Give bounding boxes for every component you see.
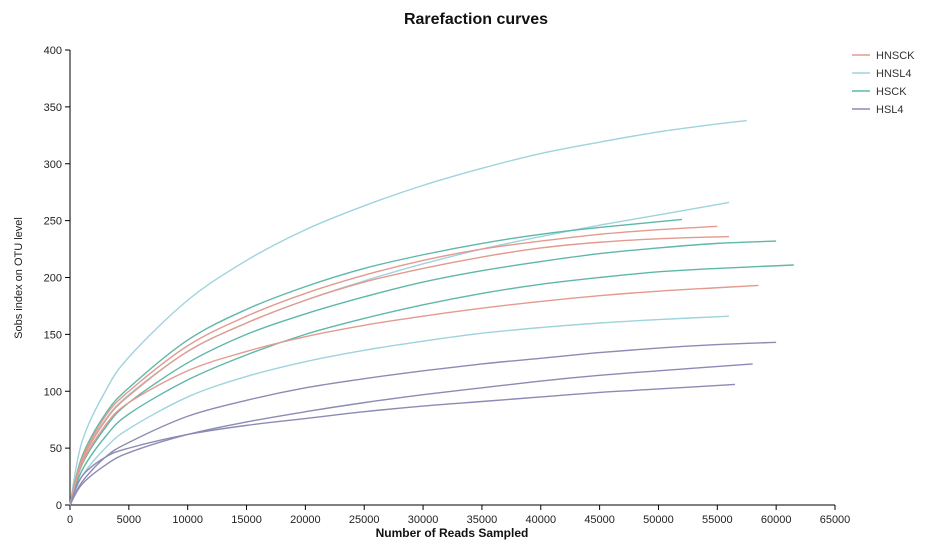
x-tick-label: 20000 [290, 514, 321, 526]
x-tick-label: 55000 [702, 514, 733, 526]
x-tick-label: 5000 [117, 514, 141, 526]
legend-label-hsl4: HSL4 [876, 104, 904, 116]
x-tick-label: 0 [67, 514, 73, 526]
series-line-hsck-5 [69, 264, 794, 506]
series-line-hsck-4 [69, 240, 777, 506]
series-layer [69, 119, 794, 506]
x-tick-label: 45000 [584, 514, 615, 526]
y-tick-label: 150 [44, 329, 62, 341]
legend-label-hsck: HSCK [876, 86, 907, 98]
x-tick-label: 10000 [172, 514, 203, 526]
series-line-hsl4-11 [69, 383, 736, 506]
series-line-hnsl4-0 [69, 119, 747, 506]
x-tick-label: 50000 [643, 514, 674, 526]
y-tick-label: 400 [44, 45, 62, 57]
x-tick-label: 30000 [408, 514, 439, 526]
y-tick-label: 0 [56, 500, 62, 512]
y-tick-label: 100 [44, 386, 62, 398]
x-tick-label: 25000 [349, 514, 380, 526]
series-line-hsl4-9 [69, 341, 777, 506]
axes: 0 50 100 150 200 250 300 350 400 0 5000 10000 15000 2… [44, 45, 851, 526]
x-axis-title: Number of Reads Sampled [376, 526, 529, 540]
x-tick-label: 35000 [467, 514, 498, 526]
x-tick-label: 40000 [525, 514, 556, 526]
series-line-hsl4-10 [69, 363, 753, 506]
series-line-hnsck-7 [69, 235, 730, 506]
y-tick-label: 200 [44, 273, 62, 285]
series-line-hnsl4-2 [69, 315, 730, 506]
chart-title: Rarefaction curves [404, 11, 548, 28]
y-axis-title: Sobs index on OTU level [13, 217, 25, 339]
legend: HNSCK HNSL4 HSCK HSL4 [852, 50, 915, 116]
legend-label-hnsck: HNSCK [876, 50, 915, 62]
series-line-hnsck-6 [69, 225, 718, 506]
series-line-hsck-3 [69, 218, 683, 506]
x-tick-label: 65000 [820, 514, 851, 526]
legend-label-hnsl4: HNSL4 [876, 68, 911, 80]
x-tick-label: 15000 [231, 514, 262, 526]
series-line-hnsck-8 [69, 284, 759, 506]
y-tick-label: 300 [44, 159, 62, 171]
y-tick-label: 350 [44, 102, 62, 114]
y-tick-label: 50 [50, 443, 62, 455]
x-tick-label: 60000 [761, 514, 792, 526]
y-tick-label: 250 [44, 216, 62, 228]
